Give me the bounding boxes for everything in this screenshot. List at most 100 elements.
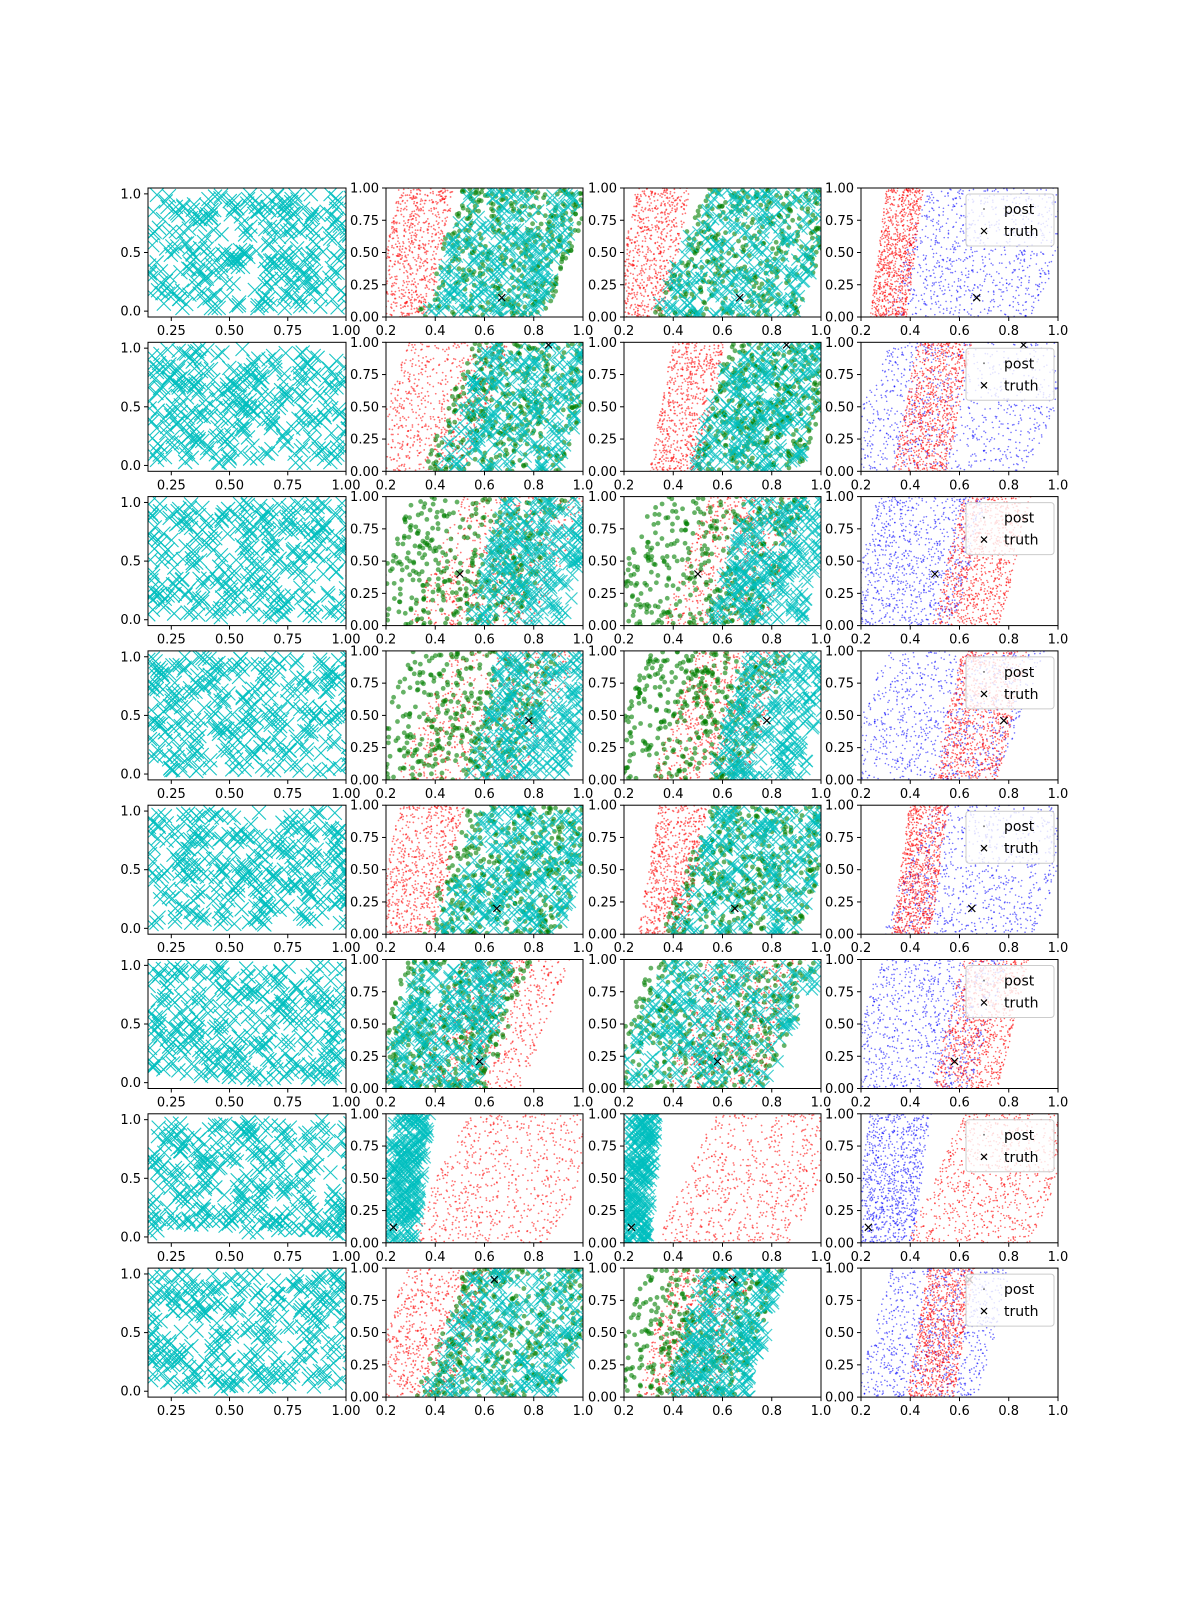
red-point [904,260,907,262]
blue-point [1038,283,1041,285]
blue-point [942,210,945,213]
blue-point [907,276,910,279]
red-point [895,280,898,282]
blue-point [958,190,961,192]
red-point [657,193,660,195]
red-point [428,281,431,284]
red-point [896,235,899,238]
cyan-x-point [558,188,571,200]
green-point [813,200,818,205]
red-point [639,269,642,272]
red-point [642,287,645,290]
uniform-x-point [259,296,275,312]
red-point [657,298,660,301]
red-point [405,269,408,272]
blue-point [997,190,999,193]
red-point [377,302,379,304]
red-point [881,269,884,272]
cyan-x-point [438,291,452,304]
red-point [403,265,405,268]
red-point [644,289,647,291]
blue-point [982,270,985,272]
red-point [891,250,894,253]
red-point [427,232,429,234]
cyan-x-point [500,263,514,277]
red-point [443,201,446,203]
blue-point [938,206,940,209]
green-point [736,238,741,244]
red-point [409,273,412,275]
uniform-x-point [197,229,213,244]
blue-point [932,202,935,204]
red-point [394,243,397,246]
red-point [676,202,679,205]
blue-point [990,299,993,301]
red-point [393,231,396,234]
cyan-x-point [489,301,503,315]
blue-point [1032,301,1035,303]
blue-point [943,292,946,295]
cyan-x-point [455,272,469,286]
red-point [433,276,436,279]
red-point [905,257,907,260]
red-point [879,239,881,242]
red-point [912,207,915,210]
red-point [400,297,403,300]
red-point [906,258,909,261]
blue-point [943,236,946,239]
red-point [414,212,417,215]
red-point [425,292,428,295]
red-point [669,205,672,208]
red-point [895,242,897,245]
red-point [394,290,397,293]
red-point [647,251,649,254]
uniform-x-point [196,271,212,287]
red-point [666,232,669,234]
blue-point [937,300,940,303]
red-point [889,288,891,290]
red-point [650,202,653,204]
blue-point [958,296,960,298]
blue-point [1071,210,1073,212]
blue-point [911,293,914,296]
blue-point [959,230,962,233]
red-point [886,196,889,199]
red-point [871,302,874,304]
red-point [626,237,629,240]
red-point [900,217,902,220]
red-point [875,292,878,294]
red-point [432,224,435,227]
red-point [916,202,918,205]
red-point [639,286,642,289]
blue-point [967,289,970,291]
blue-point [1025,287,1027,290]
red-point [665,270,668,273]
red-point [407,218,410,221]
red-point [666,225,668,228]
uniform-x-point [214,262,229,278]
red-point [427,280,430,283]
red-point [899,285,902,287]
green-point [542,213,548,219]
green-point [456,213,461,219]
blue-point [1043,271,1046,274]
y-tick-label: 0.0 [120,305,141,320]
red-point [640,209,643,212]
red-point [887,198,889,201]
red-point [410,237,413,239]
red-point [412,243,414,246]
red-point [638,203,641,206]
red-point [657,291,660,294]
red-point [440,199,443,202]
red-point [392,247,395,249]
red-point [918,209,920,212]
red-point [875,270,877,272]
uniform-x-point [305,205,320,221]
red-point [408,228,410,231]
green-point [720,279,725,284]
plot-area [148,342,346,471]
blue-point [920,240,922,242]
red-point [418,265,421,268]
legend-post-label: post [1004,202,1035,218]
red-point [895,249,897,252]
